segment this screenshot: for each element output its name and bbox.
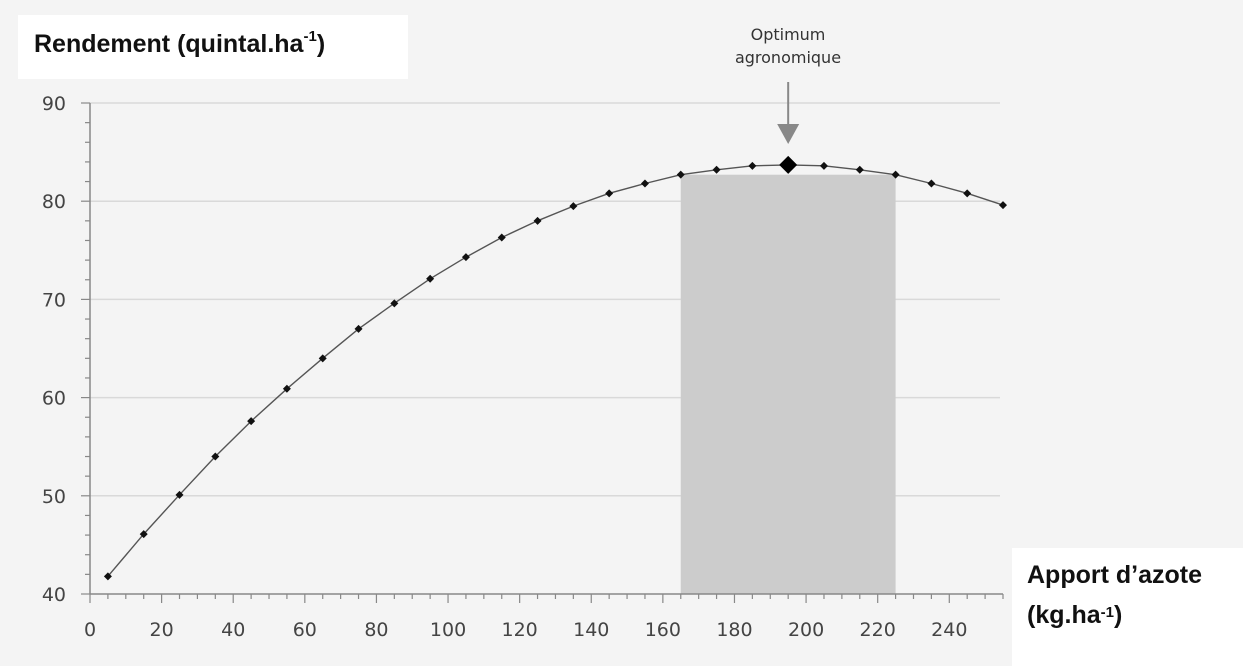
data-point <box>855 165 864 174</box>
shade-layer <box>680 174 896 594</box>
y-tick-label-40: 40 <box>42 584 66 606</box>
y-tick-label-80: 80 <box>42 191 66 213</box>
data-point <box>605 189 614 198</box>
x-axis-label-line2: (kg.ha-1) <box>1027 601 1123 629</box>
x-axis-label: Apport d’azote (kg.ha-1) <box>1027 555 1202 635</box>
data-point <box>103 572 112 581</box>
data-point <box>640 179 649 188</box>
x-axis-label-line1: Apport d’azote <box>1027 561 1202 589</box>
xlabel-background <box>1012 548 1243 666</box>
annotation-line1: Optimum <box>750 25 826 44</box>
data-point <box>247 417 256 426</box>
y-tick-label-90: 90 <box>42 93 66 115</box>
data-point <box>497 233 506 242</box>
x-tick-label-140: 140 <box>573 619 609 641</box>
x-tick-label-40: 40 <box>221 619 245 641</box>
data-point <box>819 161 828 170</box>
data-point <box>282 384 291 393</box>
data-point <box>927 179 936 188</box>
data-point <box>891 170 900 179</box>
y-tick-label-50: 50 <box>42 486 66 508</box>
x-tick-label-20: 20 <box>150 619 174 641</box>
y-axis-label: Rendement (quintal.ha-1) <box>34 28 326 58</box>
annotation-layer <box>777 82 800 174</box>
x-tick-label-80: 80 <box>364 619 388 641</box>
data-point <box>533 216 542 225</box>
series-line <box>107 164 1004 577</box>
annotation-line2: agronomique <box>734 48 842 67</box>
x-tick-label-220: 220 <box>860 619 896 641</box>
data-point <box>963 189 972 198</box>
data-point <box>426 274 435 283</box>
optimum-arrow-head <box>777 124 800 144</box>
data-point <box>748 161 757 170</box>
x-tick-label-200: 200 <box>788 619 824 641</box>
optimum-annotation: Optimum agronomique <box>703 23 873 69</box>
y-tick-label-60: 60 <box>42 388 66 410</box>
data-point <box>175 490 184 499</box>
axes-layer: 40 50 60 70 80 90 0 20 40 60 80 100 120 140 160 180 200 2… <box>42 93 1004 641</box>
x-tick-label-120: 120 <box>502 619 538 641</box>
ylabel-background <box>18 15 408 79</box>
y-tick-label-70: 70 <box>42 289 66 311</box>
data-point <box>318 354 327 363</box>
x-tick-label-0: 0 <box>84 619 96 641</box>
optimum-point <box>779 155 798 174</box>
data-point <box>712 165 721 174</box>
data-point <box>354 324 363 333</box>
x-tick-label-240: 240 <box>931 619 967 641</box>
curve-layer <box>107 164 1004 577</box>
x-tick-label-60: 60 <box>293 619 317 641</box>
x-tick-label-180: 180 <box>716 619 752 641</box>
data-point <box>676 170 685 179</box>
x-tick-label-100: 100 <box>430 619 466 641</box>
data-point <box>569 202 578 211</box>
data-point <box>139 530 148 539</box>
data-point <box>999 201 1007 210</box>
x-tick-label-160: 160 <box>645 619 681 641</box>
marker-layer <box>103 160 1007 581</box>
data-point <box>211 452 220 461</box>
data-point <box>390 299 399 308</box>
shaded-optimum-region <box>680 174 896 594</box>
data-point <box>461 253 470 262</box>
